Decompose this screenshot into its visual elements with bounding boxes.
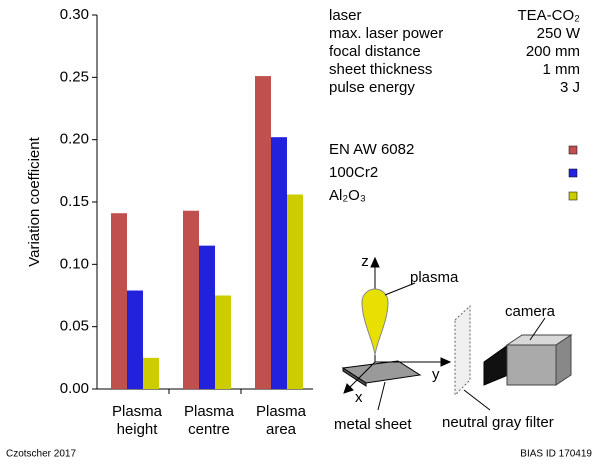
param-label: laser xyxy=(329,7,362,24)
param-label: focal distance xyxy=(329,43,421,60)
bar xyxy=(199,246,215,389)
param-value: TEA-CO₂ xyxy=(518,7,581,24)
bar xyxy=(127,291,143,389)
filter-shape xyxy=(455,306,470,395)
y-tick-label: 0.20 xyxy=(60,131,89,148)
footer-left: Czotscher 2017 xyxy=(6,449,76,460)
bar xyxy=(183,211,199,389)
legend-label: Al₂O₃ xyxy=(329,187,366,204)
page: Variation coefficient z x y plasma camer… xyxy=(0,0,598,467)
param-label: max. laser power xyxy=(329,25,443,42)
plasma-shape xyxy=(362,289,388,355)
bar xyxy=(143,358,159,389)
diagram-label: camera xyxy=(505,303,556,320)
arrow xyxy=(441,358,450,366)
camera-front xyxy=(507,345,556,385)
chart: Variation coefficient z x y plasma camer… xyxy=(0,0,598,467)
x-tick-label: Plasma height xyxy=(105,403,169,439)
footer-right: BIAS ID 170419 xyxy=(520,449,592,460)
y-axis-label: Variation coefficient xyxy=(26,136,43,266)
diagram-label: z xyxy=(361,253,369,270)
param-value: 1 mm xyxy=(543,61,581,78)
diagram-label: plasma xyxy=(410,269,459,286)
bar xyxy=(215,296,231,390)
bar xyxy=(271,137,287,389)
param-label: sheet thickness xyxy=(329,61,432,78)
diagram-label: x xyxy=(355,389,363,406)
bar xyxy=(111,213,127,389)
y-tick-label: 0.30 xyxy=(60,6,89,23)
arrow xyxy=(371,258,379,267)
diagram-label: neutral gray filter xyxy=(442,414,554,431)
legend-swatch xyxy=(569,192,577,200)
metal-sheet xyxy=(343,361,420,383)
diagram-label: metal sheet xyxy=(334,416,412,433)
leader xyxy=(378,382,385,410)
legend-swatch xyxy=(569,146,577,154)
y-tick-label: 0.10 xyxy=(60,255,89,272)
y-tick-label: 0.25 xyxy=(60,68,89,85)
x-tick-label: Plasma area xyxy=(249,403,313,439)
y-tick-label: 0.05 xyxy=(60,318,89,335)
y-tick-label: 0.15 xyxy=(60,193,89,210)
bar xyxy=(287,195,303,389)
legend-label: 100Cr2 xyxy=(329,164,378,181)
param-value: 3 J xyxy=(560,79,580,96)
x-tick-label: Plasma centre xyxy=(177,403,241,439)
param-label: pulse energy xyxy=(329,79,415,96)
legend-swatch xyxy=(569,169,577,177)
bar xyxy=(255,76,271,389)
legend-label: EN AW 6082 xyxy=(329,141,414,158)
camera-lens xyxy=(484,345,508,385)
leader xyxy=(464,390,490,410)
param-value: 250 W xyxy=(537,25,581,42)
y-tick-label: 0.00 xyxy=(60,380,89,397)
diagram-label: y xyxy=(432,366,440,383)
param-value: 200 mm xyxy=(526,43,580,60)
